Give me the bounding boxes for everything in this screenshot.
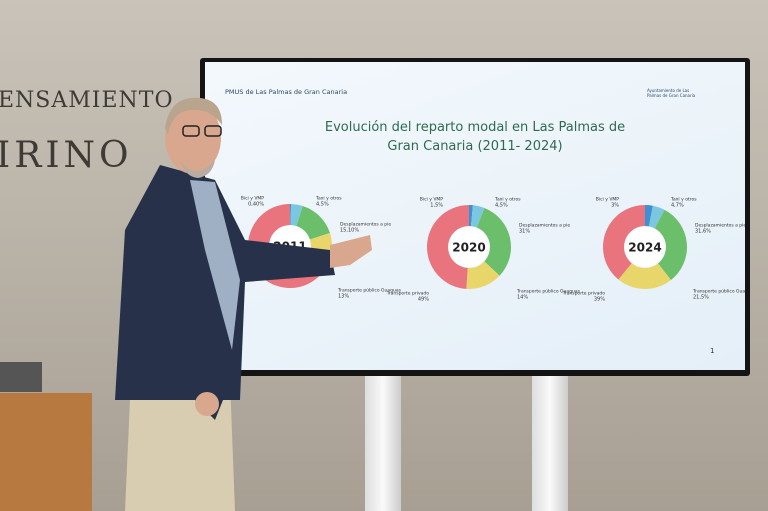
segment-label: Bici y VMP [241,196,265,202]
value-label: 13% [338,294,349,300]
value-label: 3% [611,203,619,209]
laptop [0,362,42,392]
segment-label: Transporte privado [386,291,430,297]
stand-leg [365,376,401,511]
glasses [204,125,222,137]
logo-text: Ayuntamiento de Las Palmas de Gran Canar… [647,88,696,98]
donut-segment [466,261,500,289]
segment-label: Transporte público Guaguas [692,288,745,295]
value-label: 4,7% [671,203,684,209]
segment-label: Desplazamientos a pie [340,222,391,228]
segment-label: Bici y VMP [420,197,444,203]
value-label: 4,5% [316,202,329,208]
value-label: 39% [594,297,605,303]
value-label: 31% [519,229,530,235]
hand [195,392,219,416]
wall-text: IRINO [0,135,133,176]
segment-label: Taxi y otros [315,196,342,202]
value-label: 1,5% [430,203,443,209]
donut-segment [296,205,330,240]
podium [0,393,92,511]
donut-segment [645,205,653,227]
segment-label: Transporte público Guaguas [337,287,402,294]
value-label: 15,10% [340,228,359,234]
donut-segment [290,204,303,226]
hair [165,97,222,135]
donut-segment [470,205,485,228]
donut-segment [618,263,671,289]
head [165,102,221,174]
hand [330,235,372,268]
center-label: 2020 [452,241,485,255]
beard [180,160,215,178]
segment-label: Transporte privado [562,291,606,297]
donut-segment [426,205,469,289]
slide: PMUS de Las Palmas de Gran Canaria Ayunt… [205,62,745,370]
slide-header: PMUS de Las Palmas de Gran Canaria [225,88,348,96]
segment-label: Desplazamientos a pie [695,223,745,229]
segment-label: Taxi y otros [670,197,697,203]
donut-segment [476,207,511,276]
donut-segment [603,205,645,280]
segment-label: Bici y VMP [596,197,620,203]
shirt [190,180,240,350]
donut-segment [648,205,665,229]
value-label: 0,40% [248,202,264,208]
segment-label: Taxi y otros [494,197,521,203]
page-number: 1 [710,347,715,355]
donut-segment [290,204,292,226]
wall-text: ENSAMIENTO [0,88,174,113]
segment-label: Transporte público Guaguas [516,288,581,295]
center-label: 2024 [628,241,661,255]
donut-segment [469,205,473,227]
stand-leg [532,376,568,511]
value-label: 49% [418,297,429,303]
donut-hole [448,226,490,268]
value-label: 4,5% [495,203,508,209]
glasses [182,125,200,137]
value-label: 21,5% [693,295,709,301]
donut-segment [654,209,687,280]
slide-title: Evolución del reparto modal en Las Palma… [324,120,626,154]
value-label: 14% [517,295,528,301]
segment-label: Desplazamientos a pie [519,223,570,229]
value-label: 31,6% [695,229,711,235]
donut-hole [624,226,666,268]
